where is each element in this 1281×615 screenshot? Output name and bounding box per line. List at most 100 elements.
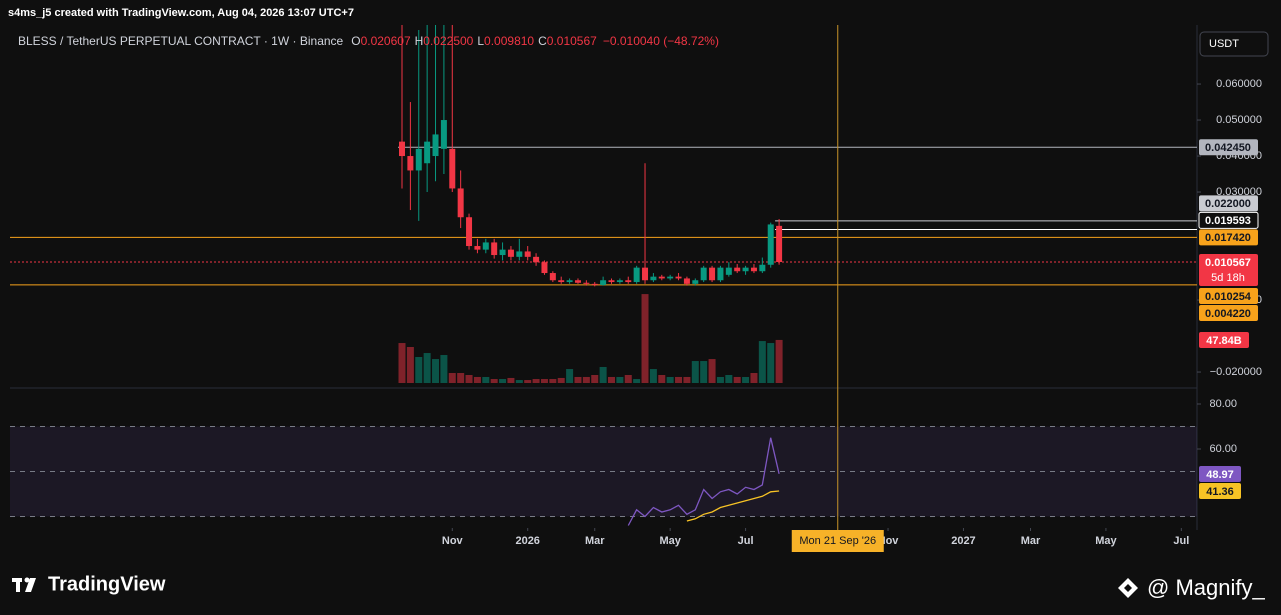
price-pane — [10, 25, 1197, 383]
y-tick-label: 0 — [1256, 294, 1262, 306]
candle-body — [700, 267, 707, 281]
rsi-ma-line — [686, 490, 780, 522]
volume-bar — [473, 376, 481, 383]
price-label-box — [1198, 211, 1259, 229]
volume-bar — [608, 376, 615, 383]
ohlc-value: 0.009810 — [484, 34, 534, 48]
price-label-box — [1199, 253, 1258, 286]
x-tick-label: 2026 — [515, 535, 539, 547]
brand-logo — [12, 577, 36, 592]
y-tick-label: 0.050000 — [1216, 114, 1262, 126]
volume-bar — [415, 356, 423, 383]
volume-bar — [398, 343, 406, 383]
author: @ Magnify_ — [1147, 575, 1265, 600]
brand: TradingView — [48, 573, 166, 595]
volume-bar — [440, 355, 448, 383]
candle-body — [541, 262, 548, 274]
price-label-box — [1199, 287, 1258, 304]
volume-bar — [549, 379, 557, 383]
volume-bar — [490, 379, 498, 383]
candle-body — [742, 267, 749, 272]
candle-body — [407, 156, 414, 171]
currency[interactable]: USDT — [1209, 38, 1239, 50]
volume-bar — [540, 379, 548, 383]
volume-bar — [750, 373, 758, 383]
ohlc-value: 0.020607 — [361, 34, 411, 48]
candle-body — [608, 280, 615, 283]
volume-bar — [557, 377, 565, 383]
crosshair-label-box — [791, 530, 884, 552]
price-label: 0.017420 — [1205, 232, 1251, 244]
ohlc-key: H — [415, 34, 424, 48]
volume-bar — [716, 376, 724, 383]
volume-bar — [658, 374, 666, 383]
volume-bar — [599, 366, 607, 383]
candle-body — [776, 225, 783, 262]
volume-bar — [691, 361, 699, 383]
change: −0.010040 (−48.72%) — [603, 34, 719, 48]
volume-bar — [406, 347, 414, 383]
candle-body — [625, 280, 632, 283]
candle-body — [491, 242, 498, 256]
candle-body — [558, 280, 565, 283]
rsi-line — [627, 437, 780, 526]
candle-body — [457, 188, 464, 218]
symbol: BLESS / TetherUS PERPETUAL CONTRACT · 1W… — [18, 34, 344, 48]
volume-bar — [591, 374, 599, 383]
rsi-pane — [10, 426, 1197, 526]
candle-body — [750, 267, 757, 272]
volume-bar — [515, 380, 523, 383]
countdown: 5d 18h — [1211, 272, 1245, 284]
candle-body — [574, 280, 581, 283]
volume-bar — [725, 374, 733, 383]
y-tick-label: 0.030000 — [1216, 186, 1262, 198]
axes: 0.0600000.0500000.0400000.0300000−0.0200… — [442, 25, 1262, 552]
volume-bar — [700, 361, 708, 383]
candle-body — [399, 141, 405, 157]
price-label: 0.010567 — [1205, 257, 1251, 269]
candle-body — [524, 251, 531, 257]
crosshair-label: Mon 21 Sep '26 — [799, 535, 876, 547]
candle-body — [759, 264, 766, 272]
volume-bar — [616, 376, 624, 383]
volume-bar — [582, 376, 590, 383]
price-label: 0.010254 — [1205, 291, 1252, 303]
ohlc-key: L — [477, 34, 484, 48]
y-tick-label: −0.020000 — [1210, 366, 1262, 378]
volume-bar — [574, 376, 582, 383]
volume-bar — [683, 376, 691, 383]
candle-body — [591, 283, 598, 285]
volume-bar — [566, 369, 574, 383]
x-tick-label: Mar — [1021, 535, 1041, 547]
candle-body — [415, 148, 422, 171]
volume-bar — [448, 373, 456, 383]
candle-body — [616, 280, 623, 283]
volume-bar — [641, 294, 649, 383]
candle-body — [566, 280, 573, 283]
volume-bar — [423, 353, 431, 383]
price-label-box — [1199, 229, 1258, 246]
ohlc-key: C — [538, 34, 547, 48]
volume-bar — [708, 359, 716, 383]
candle-body — [734, 267, 741, 272]
candle-body — [709, 267, 716, 281]
candle-body — [642, 267, 649, 281]
candle-body — [482, 242, 489, 250]
candle-body — [549, 273, 556, 281]
candle-body — [440, 120, 447, 149]
candle-body — [499, 249, 506, 256]
price-label-box — [1199, 195, 1258, 212]
currency-button[interactable] — [1199, 31, 1269, 57]
volume-label-box — [1199, 331, 1249, 348]
author-icon — [1118, 578, 1138, 598]
candle-body — [432, 134, 439, 157]
volume-bar — [624, 374, 632, 383]
rsi-tick-label: 60.00 — [1209, 443, 1237, 455]
x-tick-label: Mar — [585, 535, 605, 547]
volume-bar — [432, 359, 440, 383]
x-tick-label: Jul — [738, 535, 754, 547]
candle-body — [466, 217, 473, 247]
volume-bar — [649, 369, 657, 383]
volume-bar — [758, 341, 766, 383]
